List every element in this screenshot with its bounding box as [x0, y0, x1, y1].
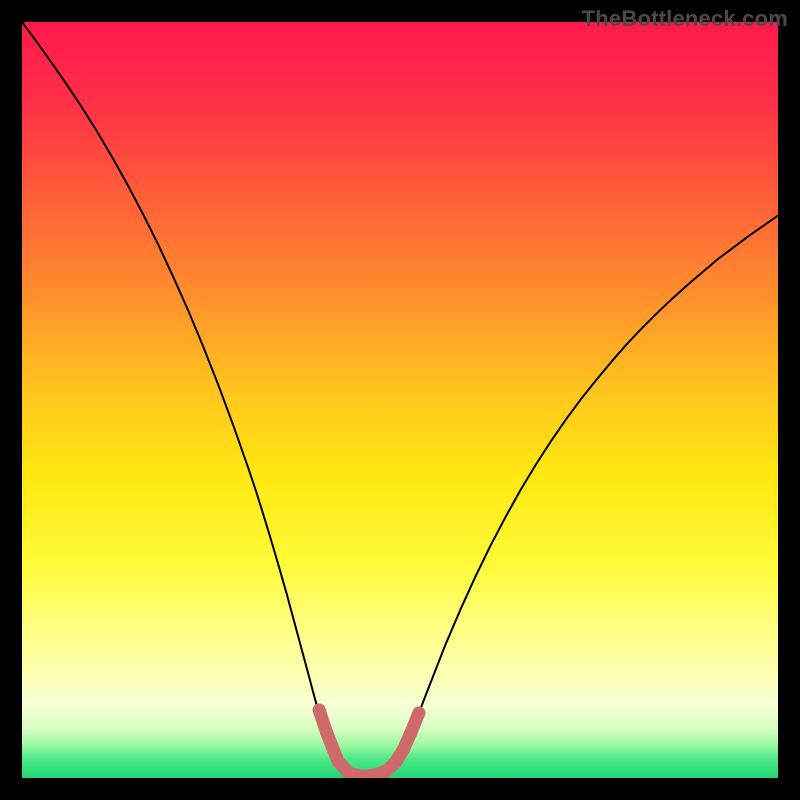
highlight-dot — [412, 706, 425, 719]
chart-frame: TheBottleneck.com — [0, 0, 800, 800]
highlight-dot — [320, 726, 333, 739]
bottleneck-chart — [0, 0, 800, 800]
highlight-dot — [404, 727, 417, 740]
highlight-dot — [390, 755, 403, 768]
watermark-text: TheBottleneck.com — [582, 6, 788, 32]
highlight-dot — [313, 703, 326, 716]
highlight-dot — [397, 744, 410, 757]
chart-background — [22, 22, 778, 778]
